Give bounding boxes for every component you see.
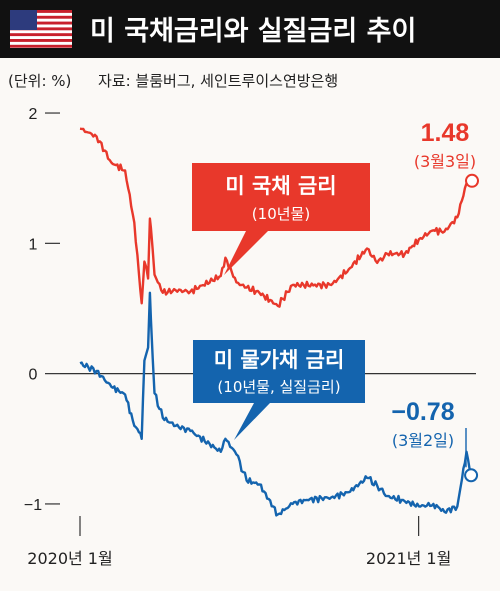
y-tick-label: −1 bbox=[24, 497, 42, 514]
nominal-series-sublabel: (10년물) bbox=[252, 205, 310, 223]
x-tick-label: 2021년 1월 bbox=[366, 549, 451, 568]
x-axis: 2020년 1월 2021년 1월 bbox=[27, 516, 451, 568]
chart-title: 미 국채금리와 실질금리 추이 bbox=[90, 16, 416, 47]
y-tick-label: 2 bbox=[29, 106, 38, 123]
source-label: 자료: 블룸버그, 세인트루이스연방은행 bbox=[98, 72, 338, 90]
series-layer bbox=[79, 127, 473, 517]
end-markers bbox=[464, 173, 479, 483]
x-tick-label: 2020년 1월 bbox=[27, 549, 112, 568]
y-tick-label: 0 bbox=[29, 367, 38, 384]
real-series-name: 미 물가채 금리 bbox=[214, 348, 345, 372]
real-label-box: 미 물가채 금리 (10년물, 실질금리) bbox=[193, 340, 365, 440]
nominal-end-value: 1.48 bbox=[421, 119, 470, 147]
real-series-sublabel: (10년물, 실질금리) bbox=[217, 378, 340, 396]
nominal-series-line bbox=[79, 127, 473, 308]
title-bar bbox=[0, 0, 500, 58]
nominal-label-box: 미 국채 금리 (10년물) bbox=[192, 163, 370, 275]
unit-label: (단위: %) bbox=[8, 72, 71, 90]
real-end-date: (3월2일) bbox=[392, 431, 454, 450]
real-series-line bbox=[79, 291, 473, 517]
nominal-end-marker bbox=[465, 173, 479, 188]
nominal-end-date: (3월3일) bbox=[414, 152, 476, 171]
real-end-value: −0.78 bbox=[391, 398, 454, 426]
real-end-marker bbox=[464, 468, 479, 483]
nominal-series-name: 미 국채 금리 bbox=[225, 174, 336, 198]
y-tick-label: 1 bbox=[29, 236, 38, 253]
us-flag-icon bbox=[10, 10, 72, 48]
